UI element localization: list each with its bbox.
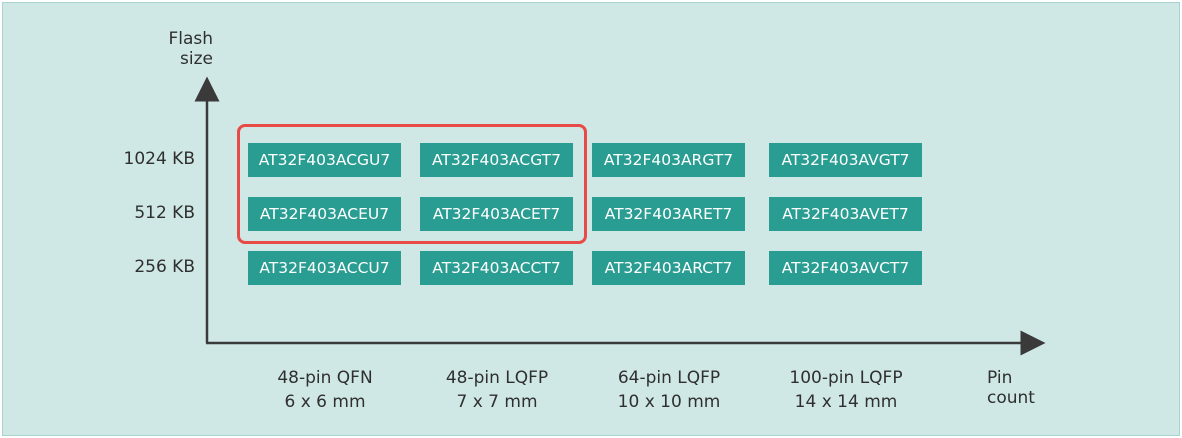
row-label-256kb: 256 KB [134, 257, 195, 277]
package-name: 100-pin LQFP [789, 368, 903, 388]
row-label-512kb: 512 KB [134, 203, 195, 223]
y-axis-title-line1: Flash [168, 29, 213, 49]
column-label-48-lqfp: 48-pin LQFP 7 x 7 mm [412, 366, 582, 414]
column-label-48-qfn: 48-pin QFN 6 x 6 mm [240, 366, 410, 414]
y-axis-title: Flash size [153, 29, 213, 69]
part-chip[interactable]: AT32F403ACGT7 [420, 143, 573, 177]
package-size: 10 x 10 mm [617, 392, 721, 412]
highlight-box [237, 124, 587, 244]
axes [194, 76, 1046, 356]
package-size: 6 x 6 mm [284, 392, 366, 412]
y-axis-title-line2: size [180, 49, 213, 69]
part-chip[interactable]: AT32F403ACCU7 [248, 251, 401, 285]
package-size: 14 x 14 mm [794, 392, 898, 412]
x-axis-title-line1: Pin [987, 368, 1013, 388]
part-chip[interactable]: AT32F403AVET7 [769, 197, 922, 231]
part-chip[interactable]: AT32F403ACEU7 [248, 197, 401, 231]
x-axis-title: Pin count [987, 368, 1035, 408]
x-axis-title-line2: count [987, 388, 1035, 408]
package-name: 48-pin QFN [277, 368, 373, 388]
part-chip[interactable]: AT32F403ACET7 [420, 197, 573, 231]
row-label-1024kb: 1024 KB [123, 149, 195, 169]
part-chip[interactable]: AT32F403AVCT7 [769, 251, 922, 285]
part-chip[interactable]: AT32F403ACGU7 [248, 143, 401, 177]
part-chip[interactable]: AT32F403ACCT7 [420, 251, 573, 285]
part-chip[interactable]: AT32F403AVGT7 [769, 143, 922, 177]
part-chip[interactable]: AT32F403ARET7 [592, 197, 745, 231]
part-chip[interactable]: AT32F403ARGT7 [592, 143, 745, 177]
package-size: 7 x 7 mm [456, 392, 538, 412]
column-label-64-lqfp: 64-pin LQFP 10 x 10 mm [584, 366, 754, 414]
package-name: 48-pin LQFP [445, 368, 549, 388]
column-label-100-lqfp: 100-pin LQFP 14 x 14 mm [761, 366, 931, 414]
part-chip[interactable]: AT32F403ARCT7 [592, 251, 745, 285]
package-name: 64-pin LQFP [617, 368, 721, 388]
